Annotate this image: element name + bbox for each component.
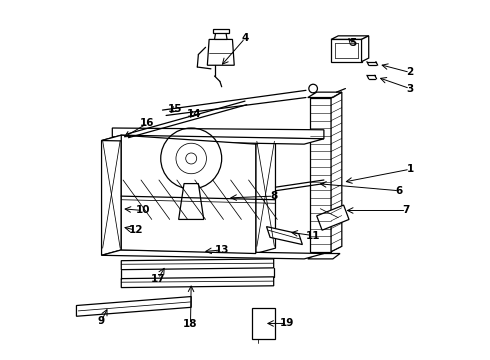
Polygon shape bbox=[308, 253, 340, 259]
Polygon shape bbox=[101, 135, 122, 255]
Polygon shape bbox=[331, 40, 362, 62]
Text: 9: 9 bbox=[98, 316, 105, 325]
Polygon shape bbox=[267, 226, 302, 244]
Polygon shape bbox=[308, 92, 342, 98]
Polygon shape bbox=[122, 135, 256, 253]
Text: 10: 10 bbox=[136, 206, 150, 216]
Text: 11: 11 bbox=[306, 231, 320, 240]
Polygon shape bbox=[317, 205, 349, 230]
Text: 3: 3 bbox=[406, 84, 414, 94]
Polygon shape bbox=[122, 277, 274, 288]
Polygon shape bbox=[76, 297, 191, 316]
Text: 4: 4 bbox=[241, 33, 249, 43]
Polygon shape bbox=[213, 30, 228, 33]
Text: 8: 8 bbox=[270, 191, 277, 201]
Polygon shape bbox=[101, 250, 324, 259]
Polygon shape bbox=[331, 92, 342, 252]
Text: 2: 2 bbox=[406, 67, 414, 77]
Text: 15: 15 bbox=[168, 104, 182, 114]
Polygon shape bbox=[215, 33, 227, 40]
Text: 12: 12 bbox=[128, 225, 143, 235]
Text: 14: 14 bbox=[187, 109, 201, 119]
Text: 6: 6 bbox=[395, 186, 403, 196]
Text: 19: 19 bbox=[280, 319, 294, 328]
Polygon shape bbox=[256, 139, 275, 253]
Polygon shape bbox=[362, 36, 368, 62]
Text: 5: 5 bbox=[349, 38, 356, 48]
Polygon shape bbox=[331, 36, 368, 40]
Polygon shape bbox=[310, 98, 331, 252]
Polygon shape bbox=[207, 40, 234, 65]
Text: 13: 13 bbox=[215, 245, 229, 255]
Polygon shape bbox=[179, 184, 204, 220]
Polygon shape bbox=[101, 135, 324, 144]
Text: 17: 17 bbox=[151, 274, 166, 284]
Polygon shape bbox=[122, 259, 274, 270]
Polygon shape bbox=[112, 128, 324, 139]
Text: 7: 7 bbox=[403, 206, 410, 216]
Bar bbox=[252, 308, 275, 338]
Text: 16: 16 bbox=[140, 118, 155, 128]
Text: 18: 18 bbox=[183, 319, 198, 329]
Text: 1: 1 bbox=[406, 164, 414, 174]
